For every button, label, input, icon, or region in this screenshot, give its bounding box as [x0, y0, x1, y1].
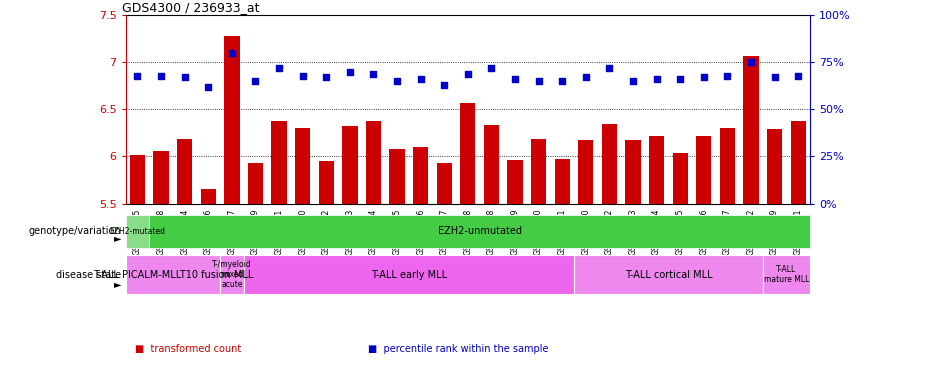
Point [272, 65, 287, 71]
Text: EZH2-mutated: EZH2-mutated [110, 227, 166, 236]
Point [744, 59, 759, 65]
Bar [343, 126, 358, 204]
Bar [574, 255, 762, 294]
Text: EZH2-unmutated: EZH2-unmutated [438, 226, 521, 237]
Point [318, 74, 333, 81]
Bar [649, 136, 664, 204]
Bar [578, 139, 593, 204]
Text: disease state: disease state [56, 270, 121, 280]
Bar [295, 128, 310, 204]
Bar [200, 189, 216, 204]
Point [177, 74, 192, 81]
Bar [224, 36, 239, 204]
Bar [672, 153, 688, 204]
Bar [248, 163, 263, 204]
Bar [790, 121, 806, 204]
Bar [220, 255, 244, 294]
Text: T-ALL
mature MLL: T-ALL mature MLL [763, 265, 809, 284]
Bar [601, 124, 617, 204]
Bar [696, 136, 711, 204]
Point [201, 84, 216, 90]
Point [673, 76, 688, 83]
Point [248, 78, 263, 84]
Bar [767, 129, 782, 204]
Bar [244, 255, 574, 294]
Bar [484, 126, 499, 204]
Text: ■  transformed count: ■ transformed count [135, 344, 241, 354]
Point [366, 71, 381, 77]
Point [696, 74, 711, 81]
Point [507, 76, 522, 83]
Point [413, 76, 428, 83]
Point [343, 69, 358, 75]
Point [767, 74, 782, 81]
Bar [555, 159, 570, 204]
Bar [126, 215, 149, 248]
Bar [272, 121, 287, 204]
Point [224, 50, 239, 56]
Point [555, 78, 570, 84]
Bar [177, 139, 193, 204]
Point [790, 73, 805, 79]
Point [154, 73, 169, 79]
Bar [413, 147, 428, 204]
Point [602, 65, 617, 71]
Point [460, 71, 475, 77]
Text: ►: ► [114, 279, 121, 289]
Bar [531, 139, 546, 204]
Bar [126, 255, 220, 294]
Text: GDS4300 / 236933_at: GDS4300 / 236933_at [122, 1, 260, 14]
Point [578, 74, 593, 81]
Bar [129, 155, 145, 204]
Point [437, 82, 452, 88]
Bar [154, 151, 169, 204]
Bar [460, 103, 476, 204]
Text: T-/myeloid
mixed
acute: T-/myeloid mixed acute [212, 260, 251, 290]
Text: ►: ► [114, 233, 121, 243]
Bar [437, 163, 452, 204]
Bar [720, 128, 735, 204]
Point [484, 65, 499, 71]
Bar [318, 161, 334, 204]
Point [626, 78, 641, 84]
Text: genotype/variation: genotype/variation [29, 226, 121, 237]
Point [649, 76, 664, 83]
Bar [762, 255, 810, 294]
Bar [389, 149, 405, 204]
Bar [507, 160, 522, 204]
Text: T-ALL early MLL: T-ALL early MLL [371, 270, 447, 280]
Point [532, 78, 546, 84]
Text: ■  percentile rank within the sample: ■ percentile rank within the sample [368, 344, 548, 354]
Point [130, 73, 145, 79]
Text: T-ALL cortical MLL: T-ALL cortical MLL [625, 270, 712, 280]
Bar [743, 56, 759, 204]
Text: T-ALL PICALM-MLLT10 fusion MLL: T-ALL PICALM-MLLT10 fusion MLL [93, 270, 253, 280]
Bar [366, 121, 381, 204]
Point [720, 73, 735, 79]
Point [295, 73, 310, 79]
Bar [626, 139, 641, 204]
Point [389, 78, 404, 84]
